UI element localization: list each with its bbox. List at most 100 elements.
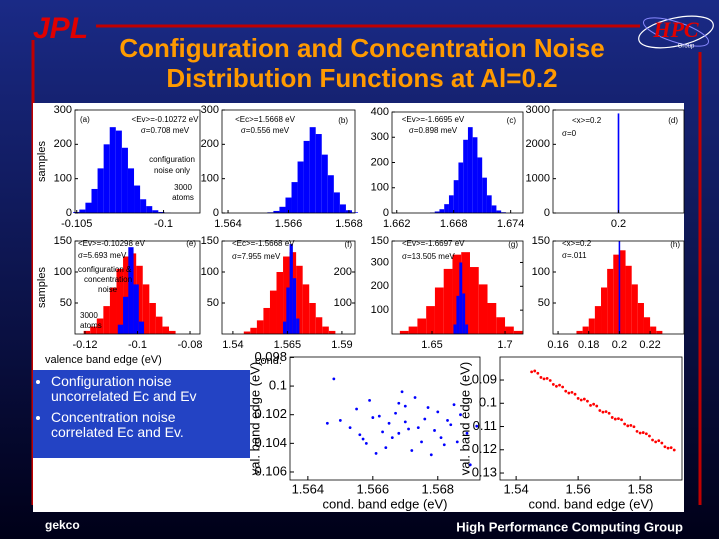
annotation: 3000 [80, 311, 98, 320]
scatter-point [361, 437, 365, 441]
annotation: 3000 [174, 183, 192, 192]
y-tick-label: 0.13 [472, 464, 497, 479]
histogram-bar [594, 306, 602, 334]
histogram-bar [443, 268, 453, 334]
annotation: σ=7.955 meV [232, 252, 281, 261]
scatter-point [542, 377, 546, 381]
annotation: <Ev>=-0.10298 eV [78, 239, 146, 248]
histogram-bar [285, 197, 292, 213]
annotation: (e) [186, 239, 196, 248]
histogram-bar [453, 180, 459, 213]
y-tick-label: 0.106 [254, 463, 287, 478]
scatter-point [598, 409, 602, 412]
scatter-point [387, 421, 391, 425]
scatter-point [433, 429, 436, 432]
annotation: configuration [149, 155, 195, 164]
histogram-bar [90, 326, 97, 334]
x-tick-label: 1.568 [422, 481, 455, 496]
annotation: (f) [344, 240, 352, 249]
scatter-point [589, 403, 592, 407]
x-tick-label: 1.662 [383, 218, 411, 230]
scatter-point [610, 416, 614, 419]
y-tick-label: 100 [371, 182, 389, 194]
y-tick-label: 50 [207, 297, 219, 309]
y-tick-label: 50 [538, 297, 550, 309]
histogram-bar [121, 147, 128, 213]
x-tick-label: 0.16 [547, 339, 568, 351]
scatter-point [371, 416, 375, 419]
scatter-point [582, 397, 586, 401]
y-tick-label: 100 [54, 266, 72, 278]
hpc-logo: HPC Group [638, 15, 714, 50]
scatter-point [592, 402, 596, 406]
histogram-bar [96, 318, 104, 334]
scatter-point [429, 453, 433, 457]
scatter-point [576, 396, 580, 400]
histogram-bar [117, 324, 124, 334]
x-tick-label: -0.105 [61, 218, 92, 230]
histogram-bar [448, 195, 454, 213]
histogram-bar [263, 307, 270, 334]
histogram-bar [279, 206, 286, 213]
scatter-point [663, 445, 667, 449]
histogram-bar [136, 265, 143, 334]
x-tick-label: 1.565 [274, 339, 302, 351]
histogram-bar [650, 326, 657, 334]
scatter-point [416, 426, 420, 429]
scatter-point [420, 440, 423, 444]
histogram-bar [283, 321, 287, 334]
scatter-point [629, 423, 633, 427]
x-tick-label: -0.1 [154, 218, 173, 230]
scatter-point [338, 419, 342, 422]
scatter-point [403, 420, 407, 424]
histogram-bar [273, 210, 280, 213]
bullet-text: Concentration noise [51, 409, 176, 425]
y2-tick-label: 100 [334, 297, 352, 309]
charts: 0 100 200 300 -0.105 -0.1 (a) <Ev>=-0.10272 eV σ… [36, 104, 685, 512]
x-tick-label: 1.7 [497, 339, 512, 351]
scatter-point [413, 396, 417, 399]
histogram-bar [138, 321, 145, 334]
scatter-point [403, 404, 407, 408]
annotation: atoms [80, 321, 102, 330]
histogram-bar [149, 303, 156, 334]
annotation: σ=.011 [562, 251, 587, 260]
y-tick-label: 0.1 [269, 378, 287, 393]
annotation: <Ev>=-1.6697 eV [402, 239, 465, 248]
scatter-point [407, 427, 410, 431]
y2-tick-label: 200 [371, 280, 389, 292]
annotation: <x>=0.2 [562, 239, 592, 248]
x-tick-label: 1.56 [565, 481, 590, 496]
x-tick-label: 1.564 [214, 218, 242, 230]
x-tick-label: -0.08 [177, 339, 202, 351]
scatter-point [400, 390, 404, 394]
scatter-point [381, 430, 384, 434]
scatter-point [397, 401, 401, 405]
scatter-point [475, 424, 479, 428]
histogram-bar [291, 182, 298, 213]
y-tick-label: 0.12 [472, 441, 497, 456]
histogram-bar [302, 284, 310, 334]
histogram-bar [439, 209, 445, 213]
histogram-bar [643, 317, 651, 334]
scatter-point [332, 377, 336, 381]
y-tick-label: 0.1 [479, 395, 497, 410]
scatter-point [530, 370, 534, 374]
axes-frame [552, 240, 685, 335]
scatter-point [442, 443, 446, 447]
bullet-text: correlated Ec and Ev. [51, 424, 184, 440]
histogram-bar [162, 326, 170, 334]
x-tick-label: 1.54 [503, 481, 528, 496]
x-tick-label: 1.58 [627, 481, 652, 496]
histogram-bar [478, 284, 488, 334]
histogram-bar [601, 287, 608, 334]
histogram-bar [296, 318, 300, 334]
x-axis-label: cond. band edge (eV) [322, 496, 447, 511]
scatter-point [548, 379, 552, 382]
y-tick-label: 150 [54, 235, 72, 247]
scatter-point [555, 384, 558, 388]
histogram-bar [315, 134, 322, 213]
